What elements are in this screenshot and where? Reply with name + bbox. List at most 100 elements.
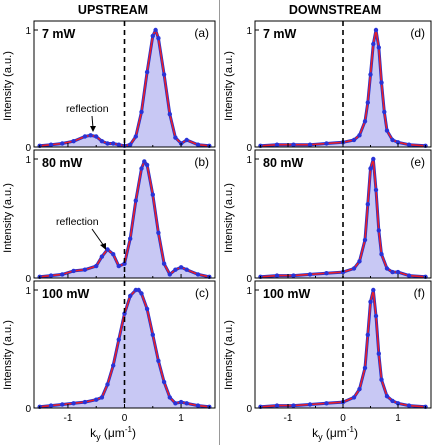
data-point: [406, 273, 412, 278]
panel-label: (f): [414, 286, 425, 300]
data-point: [368, 166, 373, 171]
data-point: [71, 139, 76, 144]
data-point: [184, 401, 189, 406]
data-point: [111, 363, 116, 368]
power-label: 80 mW: [263, 156, 303, 170]
data-point: [111, 252, 116, 257]
data-point: [390, 269, 395, 275]
data-point: [373, 187, 379, 193]
column-title-upstream: UPSTREAM: [78, 3, 148, 17]
data-point: [173, 267, 178, 272]
ylabel-c: Intensity (a.u.): [2, 320, 14, 390]
data-point: [122, 261, 127, 266]
data-point: [195, 272, 201, 277]
xlabel-downstream: ky (μm-1): [312, 425, 358, 442]
data-point: [133, 134, 138, 139]
data-point: [139, 166, 144, 171]
data-point: [144, 69, 150, 75]
data-point: [357, 133, 362, 138]
data-point: [291, 273, 296, 278]
data-point: [379, 377, 384, 382]
data-point: [99, 254, 105, 259]
data-point: [368, 299, 373, 304]
data-point: [128, 293, 133, 299]
data-point: [376, 45, 381, 50]
data-point: [48, 403, 54, 408]
power-label: 7 mW: [42, 27, 76, 41]
y-tick-label: 0: [246, 274, 252, 285]
ylabel-a: Intensity (a.u.): [2, 51, 14, 121]
y-tick-label: 0: [25, 274, 31, 285]
panel-b: 1 0 80 mW (b): [25, 149, 216, 285]
fill-area: [39, 30, 210, 147]
x-tick-label: 0: [340, 413, 346, 424]
data-point: [60, 141, 65, 146]
data-point: [133, 198, 138, 203]
power-label: 7 mW: [263, 27, 297, 41]
data-point: [357, 386, 362, 392]
data-point: [307, 402, 313, 407]
y-tick-label: 1: [246, 286, 252, 297]
data-point: [71, 268, 76, 274]
y-tick-label: 1: [246, 26, 252, 37]
data-point: [371, 287, 376, 293]
data-point: [390, 137, 395, 143]
data-point: [150, 33, 155, 39]
data-point: [94, 397, 99, 402]
data-point: [60, 272, 65, 277]
data-point: [82, 267, 88, 272]
data-point: [395, 140, 401, 145]
x-tick-label: 0: [122, 413, 128, 424]
reflection-annotation-a: reflection: [66, 103, 109, 115]
data-point: [406, 142, 412, 147]
data-point: [161, 261, 167, 266]
data-point: [307, 142, 313, 147]
data-point: [373, 313, 379, 319]
data-point: [128, 236, 133, 241]
data-point: [384, 394, 390, 399]
power-label: 80 mW: [42, 156, 82, 170]
y-tick-label: 1: [25, 26, 31, 37]
data-point: [156, 230, 161, 235]
data-point: [142, 159, 147, 164]
data-point: [376, 228, 381, 233]
data-point: [371, 41, 376, 47]
data-point: [82, 134, 88, 139]
data-point: [351, 137, 357, 143]
reflection-arrowhead-a: [90, 126, 96, 132]
y-tick-label: 1: [25, 155, 31, 166]
data-point: [139, 109, 144, 115]
data-point: [48, 273, 54, 278]
ylabel-f: Intensity (a.u.): [223, 320, 235, 390]
data-point: [156, 36, 161, 41]
data-point: [307, 272, 313, 277]
data-point: [324, 271, 329, 276]
ylabel-d: Intensity (a.u.): [223, 51, 235, 121]
data-point: [161, 72, 167, 77]
data-point: [116, 337, 122, 342]
data-point: [362, 365, 368, 371]
data-point: [178, 399, 184, 405]
x-tick-label: -1: [284, 413, 293, 424]
reflection-annotation-b: reflection: [56, 216, 99, 228]
data-point: [82, 399, 88, 405]
data-point: [382, 109, 387, 115]
data-point: [274, 403, 280, 408]
data-point: [274, 142, 280, 147]
panel-label: (c): [195, 286, 209, 300]
data-point: [156, 358, 161, 363]
column-title-downstream: DOWNSTREAM: [289, 3, 381, 17]
data-point: [371, 156, 376, 162]
data-point: [362, 119, 368, 124]
panel-label: (e): [410, 155, 425, 169]
xlabel-upstream: ky (μm-1): [90, 425, 136, 442]
panel-label: (b): [194, 155, 209, 169]
data-point: [362, 237, 368, 243]
data-point: [365, 332, 370, 337]
data-point: [173, 401, 178, 406]
data-point: [365, 100, 370, 105]
reflection-arrowhead-b: [100, 243, 106, 250]
data-point: [167, 272, 172, 277]
